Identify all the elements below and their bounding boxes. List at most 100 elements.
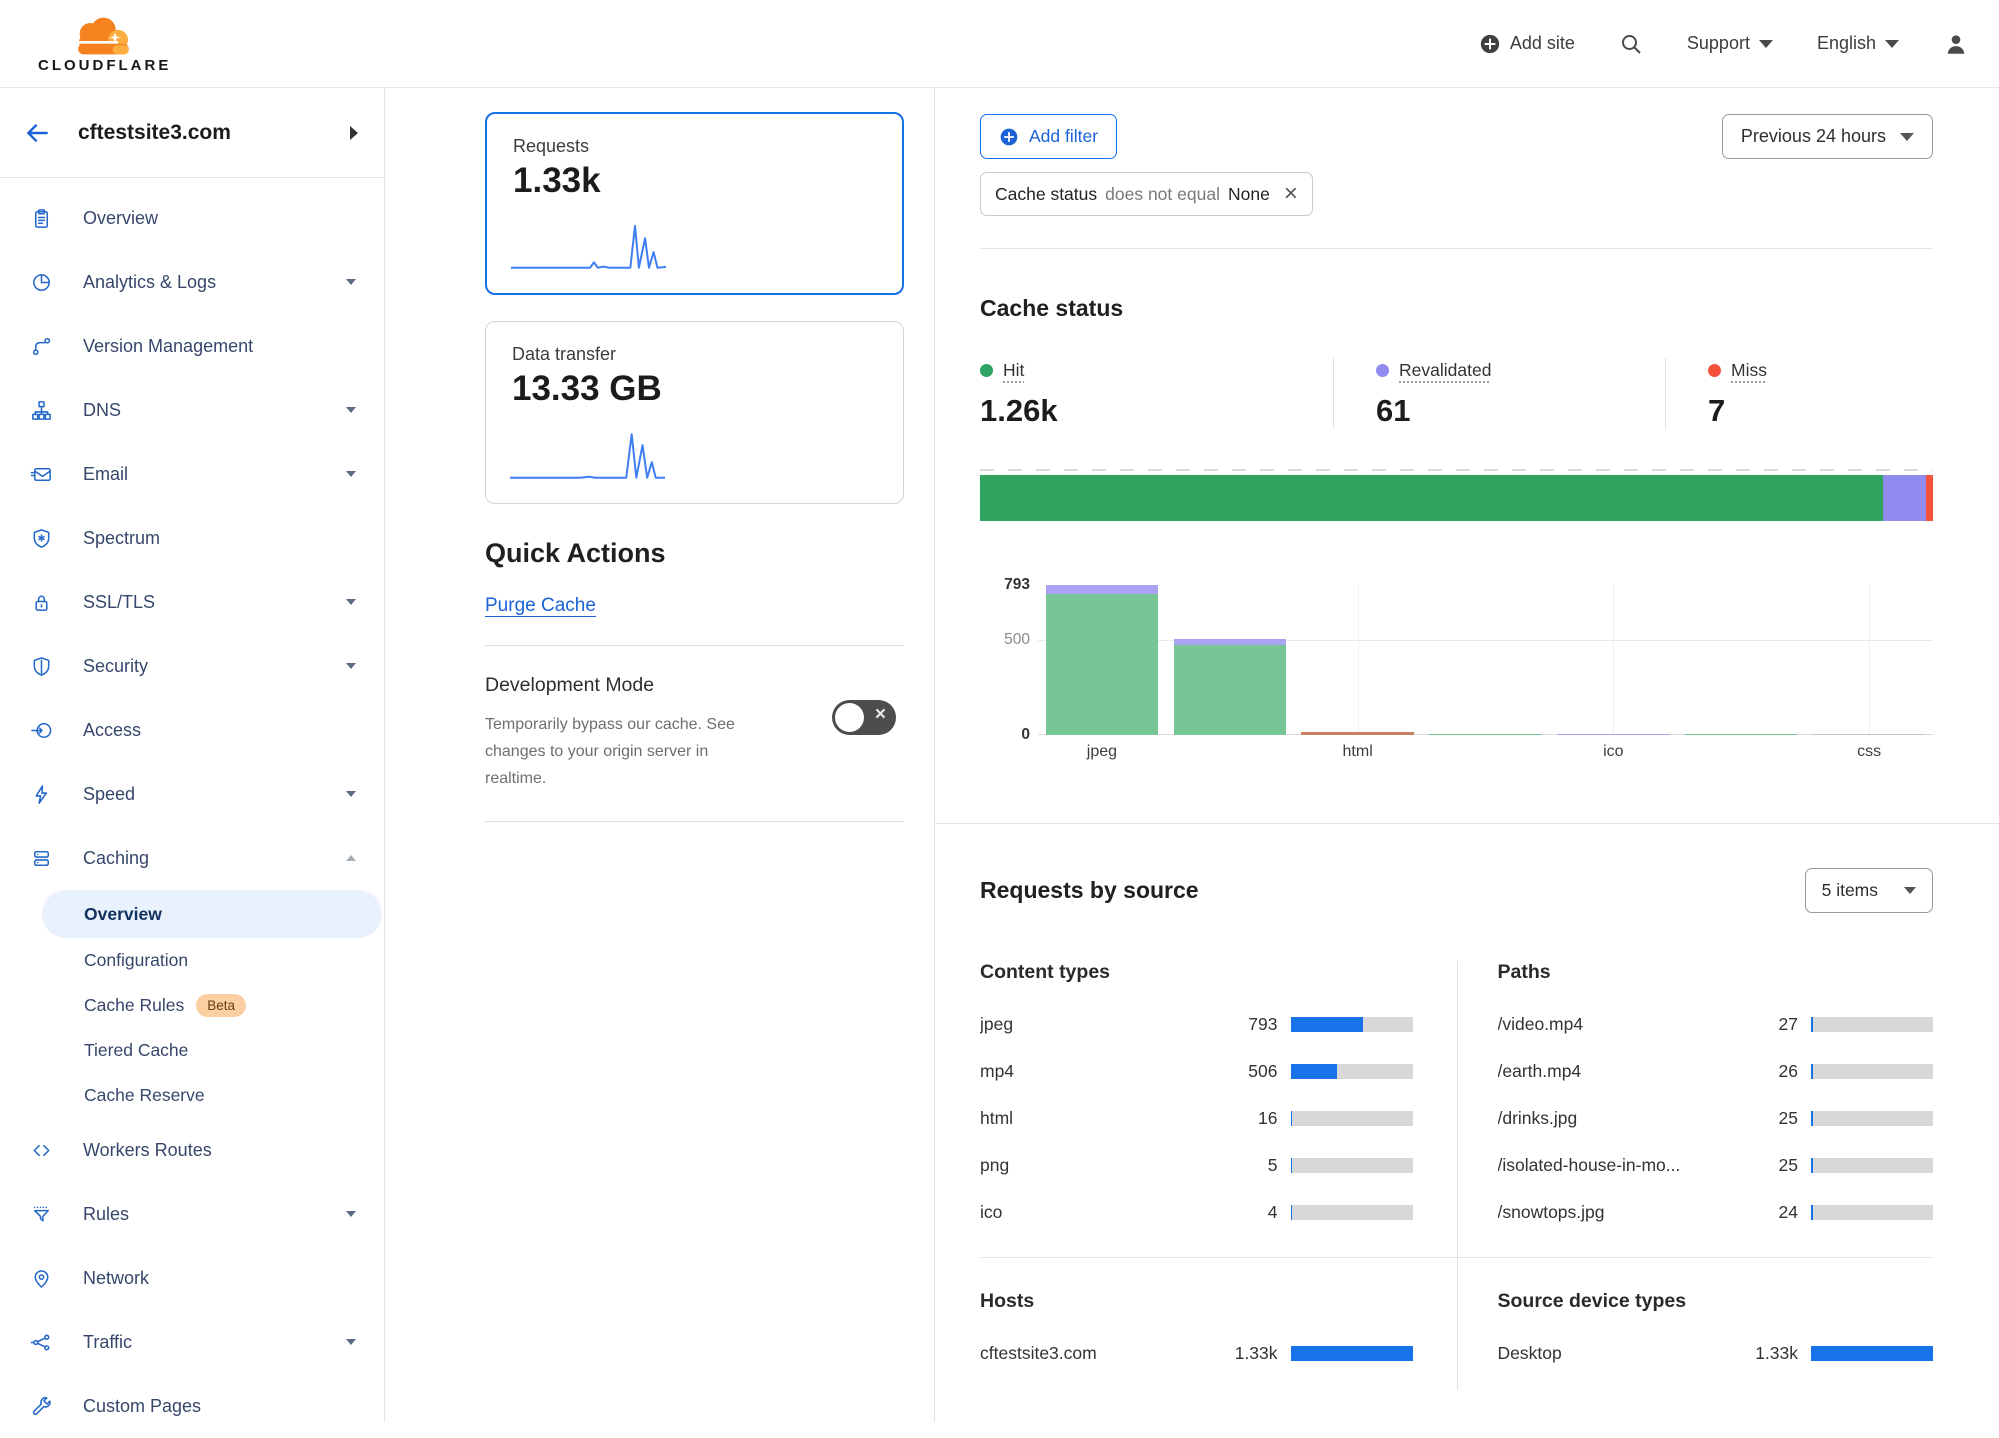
distribution-segment-miss <box>1926 475 1933 521</box>
development-mode-title: Development Mode <box>485 674 784 697</box>
add-site-button[interactable]: Add site <box>1479 33 1575 55</box>
sidebar-item-caching[interactable]: Caching <box>0 826 384 890</box>
pin-icon <box>30 1267 53 1290</box>
source-row: /earth.mp4 26 <box>1498 1061 1934 1082</box>
chart-bar <box>1166 585 1294 735</box>
language-menu[interactable]: English <box>1817 33 1899 54</box>
sparkline-chart <box>510 425 665 487</box>
lock-icon <box>30 591 53 614</box>
search-icon <box>1619 32 1643 56</box>
row-label: cftestsite3.com <box>980 1343 1220 1364</box>
group-title-content-types: Content types <box>980 961 1413 984</box>
account-button[interactable] <box>1943 31 1969 57</box>
site-selector[interactable]: cftestsite3.com <box>0 88 384 178</box>
sidebar-item-security[interactable]: Security <box>0 634 384 698</box>
sidebar-item-analytics-logs[interactable]: Analytics & Logs <box>0 250 384 314</box>
sidebar-subitem-cache-reserve[interactable]: Cache Reserve <box>42 1073 382 1118</box>
sidebar-item-network[interactable]: Network <box>0 1246 384 1310</box>
support-menu[interactable]: Support <box>1687 33 1773 54</box>
sidebar-subitem-configuration[interactable]: Configuration <box>42 938 382 983</box>
row-bar-track <box>1811 1111 1933 1126</box>
group-title-source-device-types: Source device types <box>1498 1290 1934 1313</box>
legend-dot <box>1708 364 1721 377</box>
row-bar-track <box>1291 1346 1413 1361</box>
sparkline-chart <box>511 215 666 277</box>
legend-label[interactable]: Miss <box>1731 360 1767 381</box>
row-bar-track <box>1811 1205 1933 1220</box>
search-button[interactable] <box>1619 32 1643 56</box>
sidebar-item-workers-routes[interactable]: Workers Routes <box>0 1118 384 1182</box>
row-bar-fill <box>1291 1158 1293 1173</box>
sidebar-item-access[interactable]: Access <box>0 698 384 762</box>
quick-actions-title: Quick Actions <box>485 538 904 569</box>
chevron-down-icon <box>346 279 356 285</box>
legend-label[interactable]: Hit <box>1003 360 1024 381</box>
filter-operator: does not equal <box>1105 184 1220 205</box>
source-row: /isolated-house-in-mo... 25 <box>1498 1155 1934 1176</box>
add-filter-button[interactable]: Add filter <box>980 114 1117 159</box>
items-count-dropdown[interactable]: 5 items <box>1805 868 1933 913</box>
sidebar-subitem-tiered-cache[interactable]: Tiered Cache <box>42 1028 382 1073</box>
row-value: 5 <box>1220 1155 1278 1176</box>
row-bar-track <box>1291 1158 1413 1173</box>
row-bar-track <box>1291 1111 1413 1126</box>
row-label: ico <box>980 1202 1220 1223</box>
development-mode-toggle[interactable]: × <box>832 700 896 735</box>
sidebar-item-ssl-tls[interactable]: SSL/TLS <box>0 570 384 634</box>
sidebar-item-email[interactable]: Email <box>0 442 384 506</box>
row-bar-track <box>1811 1064 1933 1079</box>
row-label: /earth.mp4 <box>1498 1061 1741 1082</box>
y-axis-tick: 793 <box>1004 576 1030 594</box>
source-row: html 16 <box>980 1108 1413 1129</box>
sidebar-item-overview[interactable]: Overview <box>0 186 384 250</box>
sidebar-item-spectrum[interactable]: Spectrum <box>0 506 384 570</box>
sidebar-item-speed[interactable]: Speed <box>0 762 384 826</box>
sidebar-item-version-management[interactable]: Version Management <box>0 314 384 378</box>
row-value: 25 <box>1740 1108 1798 1129</box>
row-bar-fill <box>1811 1017 1813 1032</box>
remove-filter-icon[interactable]: × <box>1284 182 1298 206</box>
row-bar-fill <box>1811 1064 1813 1079</box>
time-range-dropdown[interactable]: Previous 24 hours <box>1722 114 1933 159</box>
purge-cache-link[interactable]: Purge Cache <box>485 595 596 616</box>
back-arrow-icon[interactable] <box>24 120 50 146</box>
analytics-panel: Add filter Cache status does not equal N… <box>935 88 1999 1422</box>
row-label: Desktop <box>1498 1343 1741 1364</box>
sidebar-item-dns[interactable]: DNS <box>0 378 384 442</box>
sidebar-subitem-overview[interactable]: Overview <box>42 890 382 938</box>
chart-bar-ico <box>1549 585 1677 735</box>
row-bar-fill <box>1291 1017 1364 1032</box>
source-row: png 5 <box>980 1155 1413 1176</box>
cloudflare-logo[interactable]: CLOUDFLARE <box>38 13 171 74</box>
row-bar-track <box>1811 1346 1933 1361</box>
funnel-icon <box>30 1203 53 1226</box>
server-stack-icon <box>30 847 53 870</box>
legend-revalidated: Revalidated 61 <box>1333 358 1665 429</box>
distribution-segment-revalidated <box>1883 475 1926 521</box>
branch-icon <box>30 335 53 358</box>
row-value: 16 <box>1220 1108 1278 1129</box>
cache-status-distribution-bar <box>980 475 1933 521</box>
chevron-right-icon[interactable] <box>350 126 358 140</box>
chevron-down-icon <box>1759 40 1773 48</box>
row-label: /drinks.jpg <box>1498 1108 1741 1129</box>
sidebar-item-traffic[interactable]: Traffic <box>0 1310 384 1374</box>
legend-label[interactable]: Revalidated <box>1399 360 1491 381</box>
legend-miss: Miss 7 <box>1665 358 1933 429</box>
sidebar-item-rules[interactable]: Rules <box>0 1182 384 1246</box>
pie-chart-icon <box>30 271 53 294</box>
sidebar-item-custom-pages[interactable]: Custom Pages <box>0 1374 384 1438</box>
row-label: jpeg <box>980 1014 1220 1035</box>
chevron-down-icon <box>1900 133 1914 141</box>
filter-bar: Add filter Cache status does not equal N… <box>980 88 1933 249</box>
source-row: /snowtops.jpg 24 <box>1498 1202 1934 1223</box>
cloudflare-cloud-icon <box>66 13 144 59</box>
distribution-ticks <box>980 469 1933 473</box>
cache-status-title: Cache status <box>980 295 1933 322</box>
